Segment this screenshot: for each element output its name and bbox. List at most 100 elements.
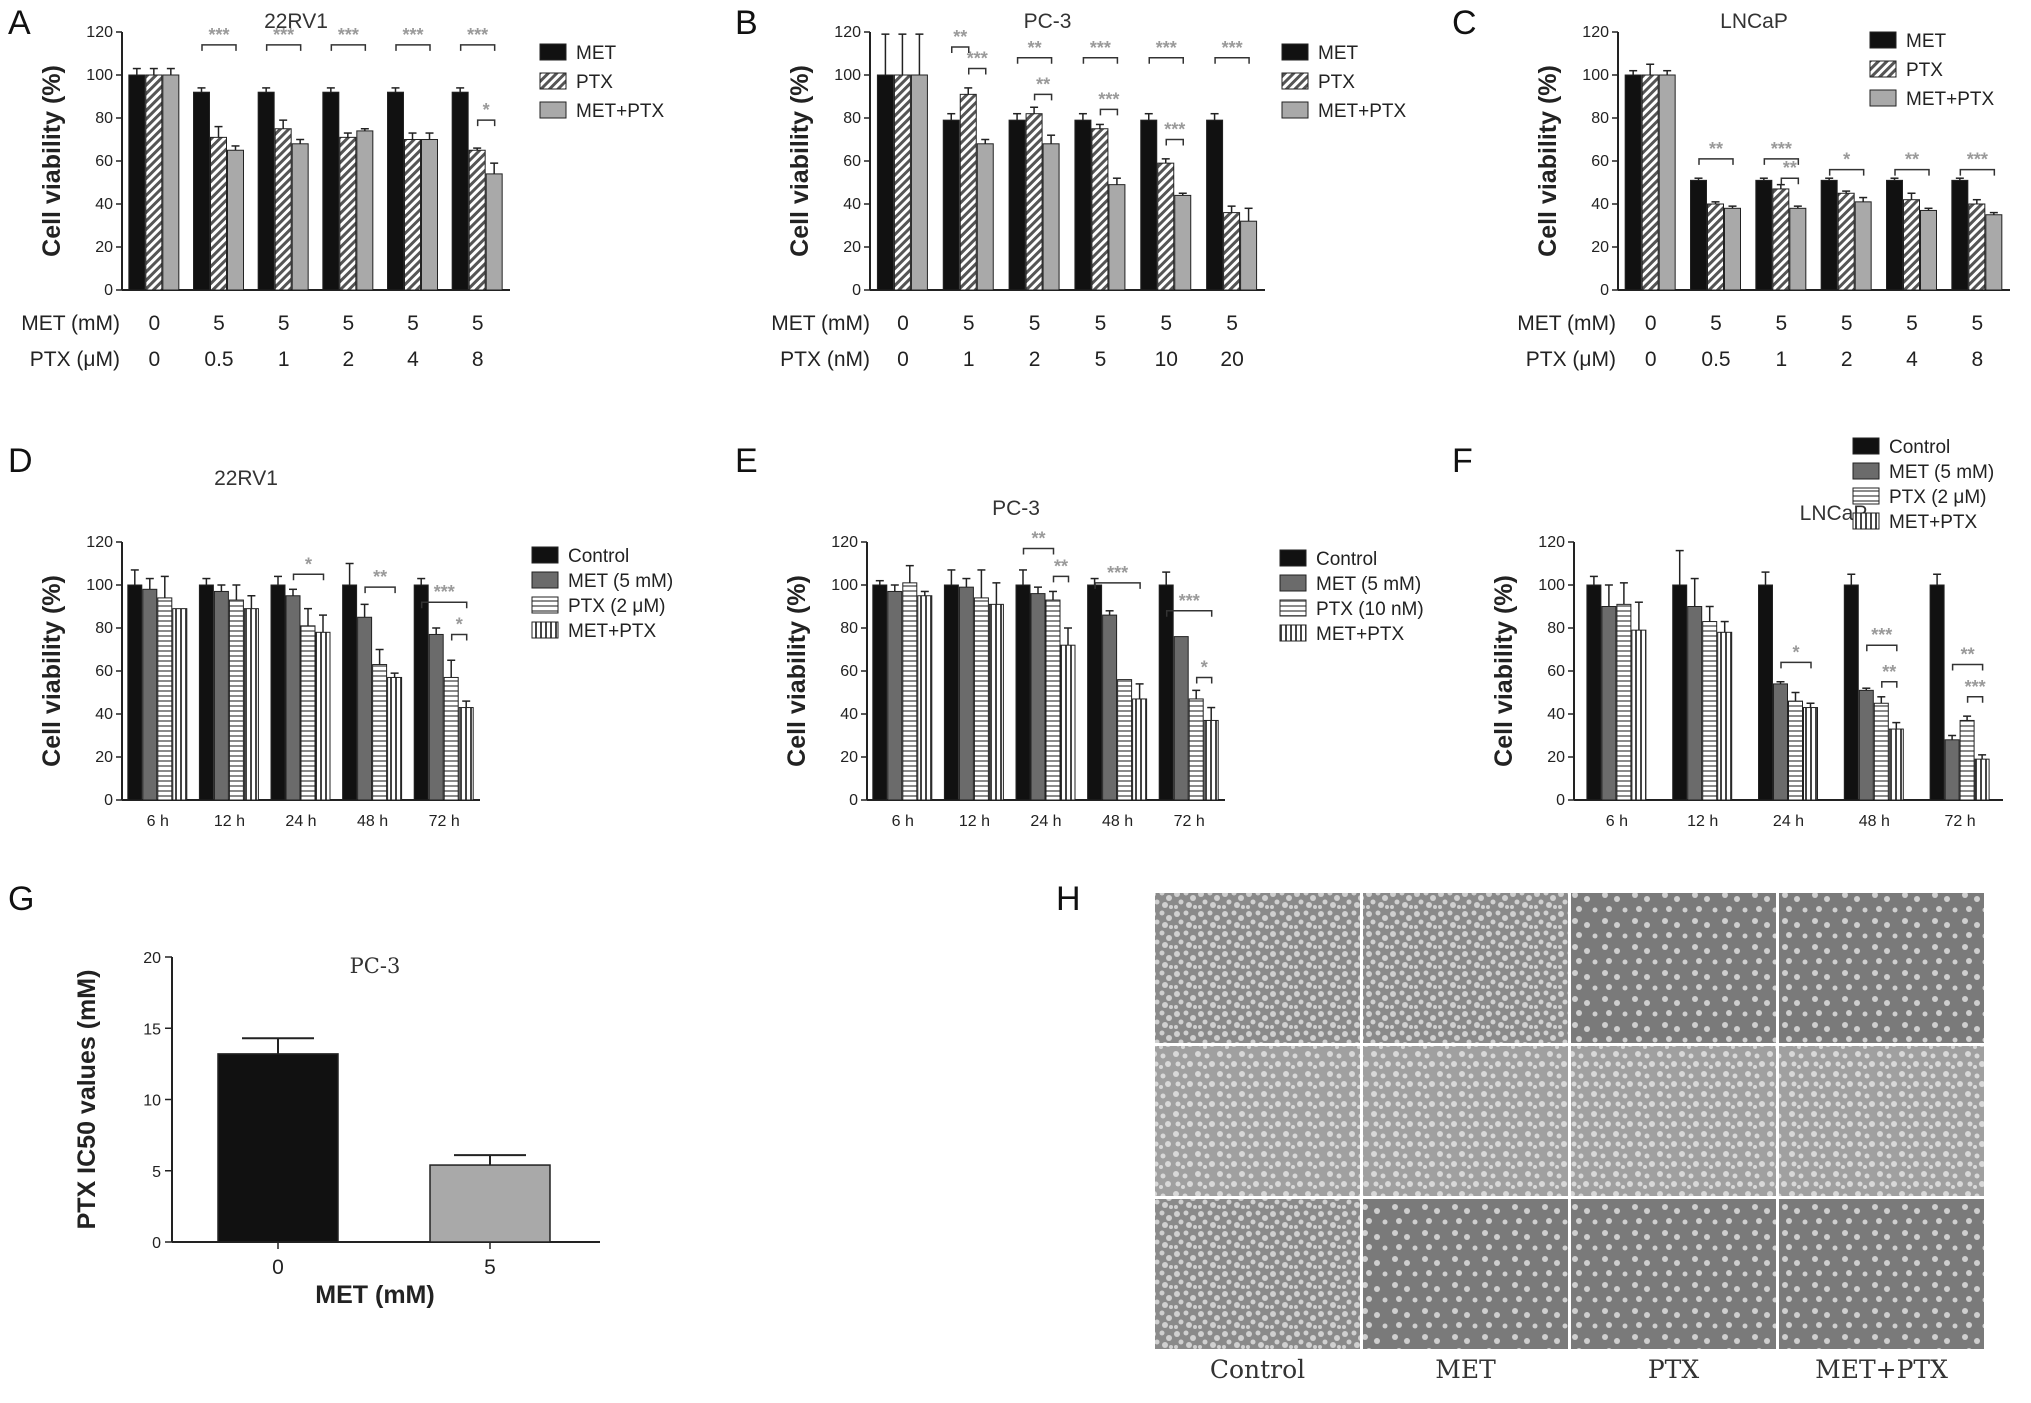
bar-B-s0-g3	[1074, 119, 1092, 291]
significance-mark: **	[1031, 528, 1045, 548]
x-tick-label: 6 h	[892, 813, 914, 830]
panel-C: C LNCaP Cell viability (%) 0 20 40 60 80 100 120…	[1420, 0, 2031, 400]
panel-label-G: G	[8, 880, 35, 918]
significance-mark: **	[953, 27, 967, 47]
y-tick-label: 120	[1538, 534, 1565, 551]
bar-E-s3-g2	[1060, 644, 1076, 801]
condition-value: 20	[1220, 348, 1243, 371]
bar-C-s0-g5	[1951, 179, 1969, 291]
bar-F-s2-g1	[1702, 621, 1718, 801]
significance-bracket	[364, 586, 396, 594]
bar-B-s0-g2	[1008, 119, 1026, 291]
bar-E-s1-g3	[1102, 614, 1118, 801]
chart-G: PC-3 PTX IC50 values (mM) 0 5 10 15 20 0 5 MET (m…	[73, 950, 600, 1309]
legend-swatch	[1279, 574, 1307, 592]
legend-swatch	[531, 621, 559, 639]
bar-F-s0-g2	[1758, 584, 1773, 801]
panel-D: D 22RV1 Cell viability (%) 0 20 40 60 80 100 120…	[0, 400, 720, 840]
legend-label: PTX	[1906, 60, 1943, 81]
x-tick-label: 0	[272, 1256, 284, 1279]
bar-D-s0-g1	[198, 584, 214, 801]
bar-F-s0-g3	[1843, 584, 1859, 801]
y-tick-label: 20	[95, 239, 113, 256]
y-tick-label: 0	[852, 282, 861, 299]
bar-A-s1-g3	[339, 136, 357, 291]
condition-value: 5	[278, 312, 290, 335]
x-tick-label: 12 h	[214, 813, 245, 830]
bar-D-s2-g0	[157, 597, 173, 801]
bar-B-s2-g2	[1042, 143, 1060, 291]
bar-G-1	[429, 1164, 551, 1243]
bar-E-s1-g2	[1030, 593, 1046, 801]
bar-A-s2-g3	[356, 130, 374, 291]
micrograph-22RV1-MET+PTX	[1779, 893, 1984, 1043]
bar-C-s1-g2	[1772, 188, 1790, 291]
condition-value: 0.5	[204, 348, 233, 371]
significance-mark: *	[1843, 150, 1850, 170]
y-tick-label: 120	[86, 534, 113, 551]
condition-value: 0	[897, 312, 909, 335]
legend-label: PTX (2 μM)	[568, 596, 666, 617]
significance-bracket	[1016, 57, 1053, 64]
y-tick-label: 120	[834, 24, 861, 41]
significance-mark: **	[1882, 662, 1896, 682]
significance-bracket	[1866, 644, 1898, 652]
bar-B-s0-g4	[1140, 119, 1158, 291]
micrograph-PC-3-MET	[1363, 1046, 1568, 1196]
legend-label: MET+PTX	[1889, 512, 1977, 533]
significance-mark: ***	[967, 49, 988, 69]
legend-swatch	[531, 571, 559, 589]
chart-title: 22RV1	[214, 467, 278, 490]
significance-mark: ***	[402, 25, 423, 45]
column-label: MET+PTX	[1815, 1355, 1948, 1384]
legend-label: Control	[1889, 437, 1950, 458]
condition-value: 1	[278, 348, 290, 371]
bar-F-s0-g1	[1672, 584, 1688, 801]
bar-F-s1-g3	[1858, 689, 1874, 801]
y-tick-label: 40	[840, 706, 858, 723]
condition-row-label: PTX (μM)	[1526, 348, 1616, 371]
condition-value: 8	[1971, 348, 1983, 371]
bar-D-s3-g0	[172, 608, 188, 801]
condition-value: 5	[342, 312, 354, 335]
legend-swatch	[1869, 31, 1897, 49]
legend-label: MET+PTX	[1906, 89, 1994, 110]
bar-D-s1-g1	[213, 590, 229, 801]
bar-D-s0-g4	[413, 584, 429, 801]
micrograph-PC-3-Control	[1155, 1046, 1360, 1196]
condition-value: 5	[1775, 312, 1787, 335]
y-tick-label: 0	[104, 282, 113, 299]
condition-value: 5	[1226, 312, 1238, 335]
bar-E-s0-g3	[1087, 584, 1103, 801]
bar-F-s1-g1	[1687, 606, 1703, 801]
significance-bracket	[1894, 168, 1930, 176]
bar-C-s0-g3	[1820, 179, 1838, 291]
condition-value: 5	[213, 312, 225, 335]
legend-swatch	[539, 72, 567, 90]
significance-mark: *	[305, 554, 312, 574]
significance-bracket	[1022, 547, 1055, 555]
bar-F-s1-g2	[1773, 683, 1788, 801]
condition-value: 4	[407, 348, 419, 371]
micrograph-PC-3-PTX	[1571, 1046, 1776, 1196]
y-tick-label: 20	[843, 239, 861, 256]
bar-D-s0-g2	[270, 584, 286, 801]
bar-A-s0-g4	[387, 91, 404, 291]
legend-label: MET	[1906, 31, 1947, 52]
bar-D-s2-g1	[228, 599, 244, 801]
legend-label: MET (5 mM)	[1316, 574, 1421, 595]
significance-mark: ***	[1179, 591, 1200, 611]
bar-E-s3-g1	[988, 603, 1004, 801]
bar-A-s2-g0	[162, 74, 180, 291]
x-tick-label: 12 h	[1687, 813, 1718, 830]
legend-label: PTX	[1318, 72, 1355, 93]
condition-value: 0	[148, 348, 160, 371]
x-tick-label: 6 h	[1606, 813, 1628, 830]
y-tick-label: 20	[1547, 749, 1565, 766]
legend-swatch	[1869, 89, 1897, 107]
significance-bracket	[1094, 582, 1141, 589]
bar-D-s1-g2	[285, 595, 301, 801]
significance-bracket	[1033, 93, 1053, 101]
legend-label: MET (5 mM)	[1889, 462, 1994, 483]
condition-value: 5	[1841, 312, 1853, 335]
